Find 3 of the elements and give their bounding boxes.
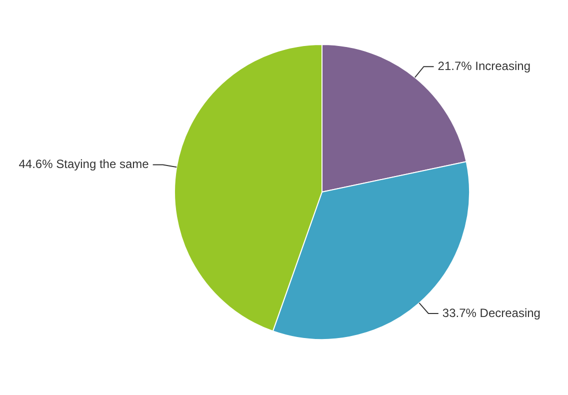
slice-label: 21.7% Increasing (438, 58, 530, 73)
slice-label: 44.6% Staying the same (18, 157, 150, 172)
slice-label: 33.7% Decreasing (442, 306, 540, 320)
